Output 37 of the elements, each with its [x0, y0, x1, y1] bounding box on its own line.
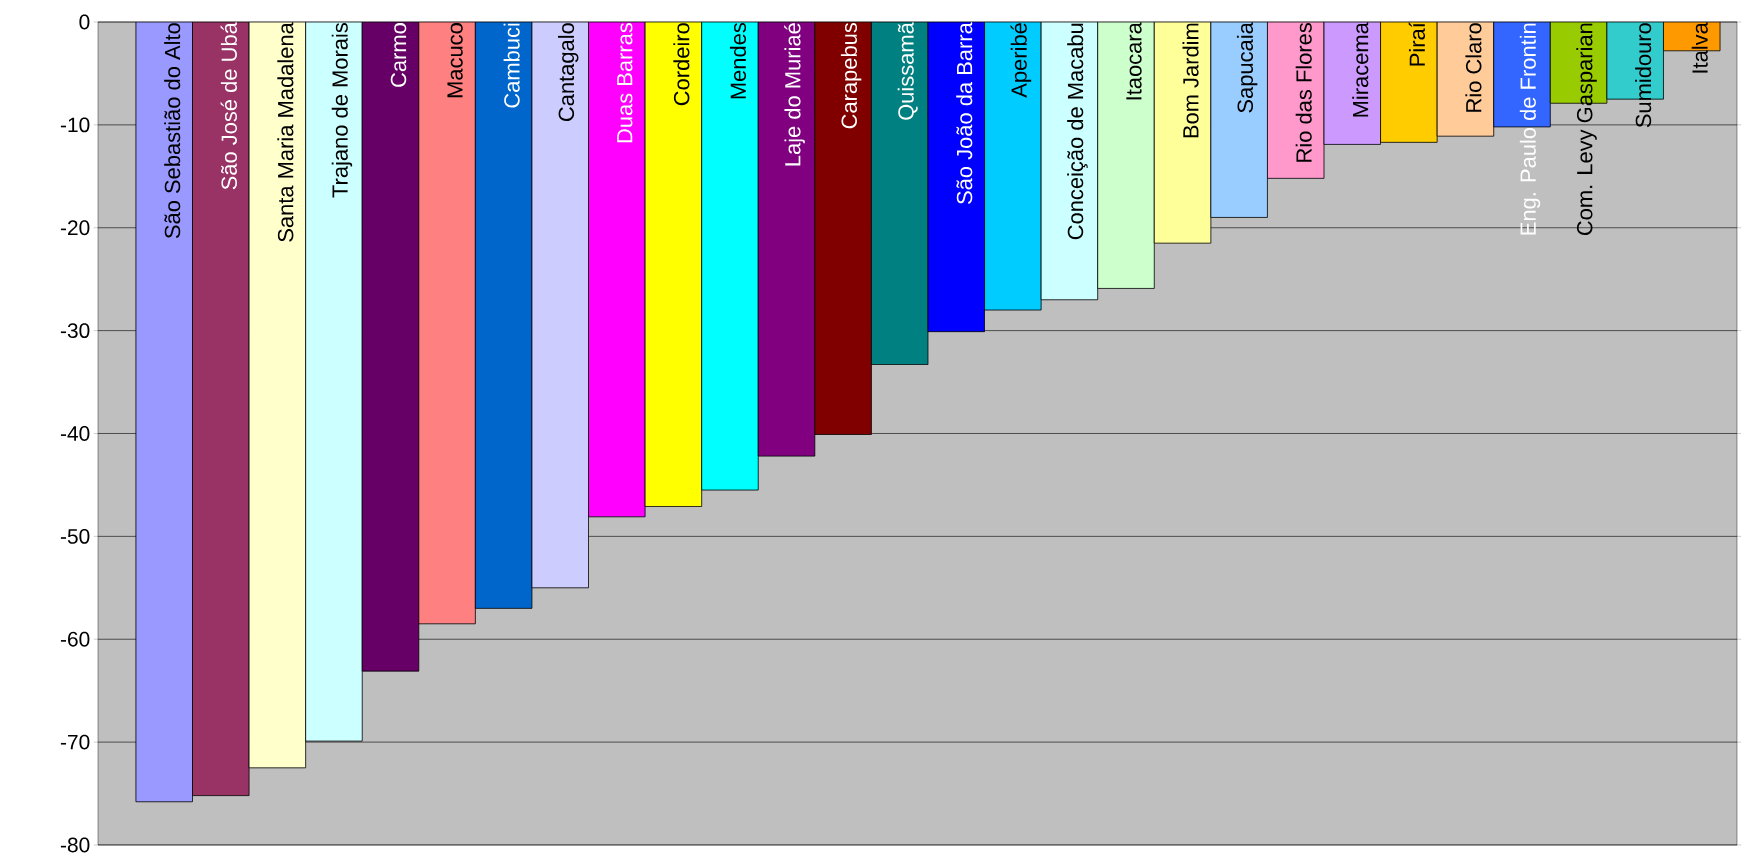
y-tick-label: 0	[79, 14, 90, 30]
x-tick-label: Cordeiro	[673, 23, 690, 106]
x-tick-label: São Sebastião do Alto	[164, 23, 181, 239]
x-tick-label: Eng. Paulo de Frontin	[1519, 23, 1541, 235]
x-tick-label: Cantagalo	[558, 23, 579, 122]
x-tick-label: Duas Barras	[617, 23, 633, 143]
x-tick-label: São João da Barra	[956, 22, 973, 204]
y-tick-label: -80	[60, 837, 90, 853]
x-tick-label: Miracema	[1352, 22, 1369, 117]
x-tick-label: Aperibé	[1010, 23, 1032, 98]
x-tick-label: Conceição de Macabu	[1067, 23, 1088, 240]
x-tick-label: Sumidouro	[1635, 23, 1652, 128]
x-tick-label: Quissamã	[897, 22, 918, 120]
x-tick-label: Rio das Flores	[1295, 23, 1312, 162]
x-tick-label: Rio Claro	[1465, 23, 1482, 112]
x-tick-label: Carapebus	[840, 23, 862, 129]
y-tick-label: -10	[60, 117, 90, 133]
y-tick-label: -70	[60, 734, 90, 750]
x-tick-label: Itaocara	[1126, 22, 1142, 100]
x-tick-label: Bom Jardim	[1182, 23, 1199, 138]
x-tick-label: Laje do Muriaé	[784, 23, 805, 166]
x-tick-label: Carmo	[390, 23, 407, 87]
x-tick-label: Piraí	[1408, 22, 1426, 66]
x-tick-label: Com. Levy Gasparian	[1576, 23, 1597, 236]
y-tick-label: -20	[60, 220, 90, 236]
x-tick-label: São José de Ubá	[220, 22, 237, 190]
x-tick-label: Trajano de Morais	[331, 23, 353, 198]
y-tick-label: -60	[60, 631, 90, 647]
y-tick-label: -50	[60, 528, 90, 544]
x-tick-label: Sapucaia	[1236, 22, 1258, 113]
y-tick-label: -40	[60, 426, 90, 441]
x-tick-label: Mendes	[729, 22, 747, 99]
x-tick-label: Cambuci	[503, 23, 520, 108]
x-tick-label: Macuco	[447, 23, 463, 98]
y-tick-label: -30	[60, 323, 90, 339]
x-tick-label: Santa Maria Madalena	[277, 22, 294, 242]
x-tick-label: Italva	[1691, 22, 1708, 73]
